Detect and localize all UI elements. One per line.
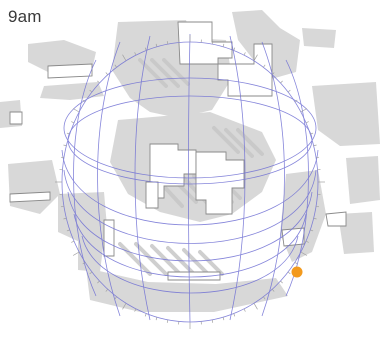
hour-line-6 [73, 59, 97, 297]
compass-tick [222, 317, 225, 321]
compass-tick [134, 308, 137, 312]
compass-tick [300, 108, 308, 113]
sun-position-marker[interactable] [291, 266, 303, 278]
compass-tick [60, 156, 65, 159]
roof-right-1 [325, 211, 347, 227]
roof-bottom-left [103, 219, 115, 257]
day-path-3 [67, 191, 313, 262]
compass-tick [72, 251, 80, 256]
compass-tick [300, 251, 308, 256]
compass-tick [166, 41, 169, 45]
compass-tick [155, 317, 158, 321]
compass-tick [97, 80, 100, 84]
compass-tick [114, 64, 117, 68]
hour-line-3 [188, 33, 191, 323]
compass-tick [134, 52, 137, 56]
compass-tick [305, 121, 309, 124]
hour-line-1 [97, 41, 121, 317]
compass-tick [60, 205, 65, 208]
day-path-2 [63, 169, 317, 244]
time-of-day-label: 9am [8, 7, 42, 26]
compass-tick [243, 308, 246, 312]
compass-tick [66, 132, 70, 135]
compass-tick [310, 132, 314, 135]
shadow-right-4 [338, 212, 374, 254]
compass-tick [263, 296, 266, 300]
hour-line-4 [229, 35, 246, 321]
compass-tick [63, 217, 67, 220]
roof-top-2 [217, 43, 273, 97]
compass-tick [144, 313, 147, 317]
compass-tick [114, 296, 117, 300]
day-path-4 [73, 213, 307, 278]
roof-bottom-mid [167, 271, 221, 281]
compass-tick [313, 144, 317, 147]
compass-tick [211, 41, 214, 45]
compass-tick [63, 144, 67, 147]
compass-tick [71, 121, 75, 124]
compass-tick [105, 72, 108, 75]
compass-tick [280, 280, 283, 284]
compass-tick [122, 54, 127, 61]
shadow-left-5 [58, 192, 108, 244]
sun-path-diagram [61, 33, 319, 323]
compass-tick [310, 229, 314, 232]
compass-tick [280, 80, 283, 84]
compass-tick [294, 262, 298, 265]
compass-tick [66, 229, 70, 232]
compass-tick [315, 205, 320, 208]
day-path-1 [61, 149, 319, 226]
hour-line-5 [261, 41, 285, 317]
compass-tick [287, 271, 291, 275]
compass-tick [155, 43, 158, 47]
hour-line-2 [134, 35, 151, 321]
compass-tick [144, 47, 147, 51]
altitude-ring-1 [63, 77, 317, 179]
compass-tick [253, 54, 258, 61]
compass-tick [315, 156, 320, 159]
roof-left-edge [9, 111, 23, 125]
roof-left-bar [47, 63, 93, 79]
compass-tick [71, 240, 75, 243]
compass-tick [89, 89, 93, 93]
compass-ticks [55, 35, 325, 329]
compass-tick [287, 89, 291, 93]
compass-tick [272, 72, 275, 75]
shadow-right-3 [346, 156, 380, 204]
shadow-bottom-band [86, 268, 288, 312]
altitude-ring-2 [67, 95, 313, 185]
shadow-right-2 [312, 82, 380, 146]
roof-left-2 [9, 191, 51, 203]
shadow-left-4 [8, 160, 60, 214]
compass-tick [233, 313, 236, 317]
compass-tick [253, 303, 258, 310]
compass-tick [305, 240, 309, 243]
compass-tick [97, 280, 100, 284]
building-roofs [9, 21, 347, 281]
roof-center-a [149, 143, 197, 199]
compass-tick [233, 47, 236, 51]
compass-tick [211, 319, 214, 323]
compass-tick [122, 303, 127, 310]
compass-tick [243, 52, 246, 56]
compass-tick [294, 99, 298, 102]
compass-tick [72, 108, 80, 113]
compass-tick [105, 289, 108, 292]
shadow-left-1 [28, 40, 96, 72]
compass-tick [222, 43, 225, 47]
compass-tick [313, 217, 317, 220]
shadow-left-2 [40, 82, 104, 100]
compass-tick [82, 99, 86, 102]
roof-right-2 [281, 227, 305, 247]
roof-center-c [145, 181, 159, 209]
compass-tick [89, 271, 93, 275]
compass-tick [263, 64, 266, 68]
compass-tick [272, 289, 275, 292]
compass-tick [82, 262, 86, 265]
shadow-right-1 [302, 28, 336, 48]
compass-tick [166, 319, 169, 323]
